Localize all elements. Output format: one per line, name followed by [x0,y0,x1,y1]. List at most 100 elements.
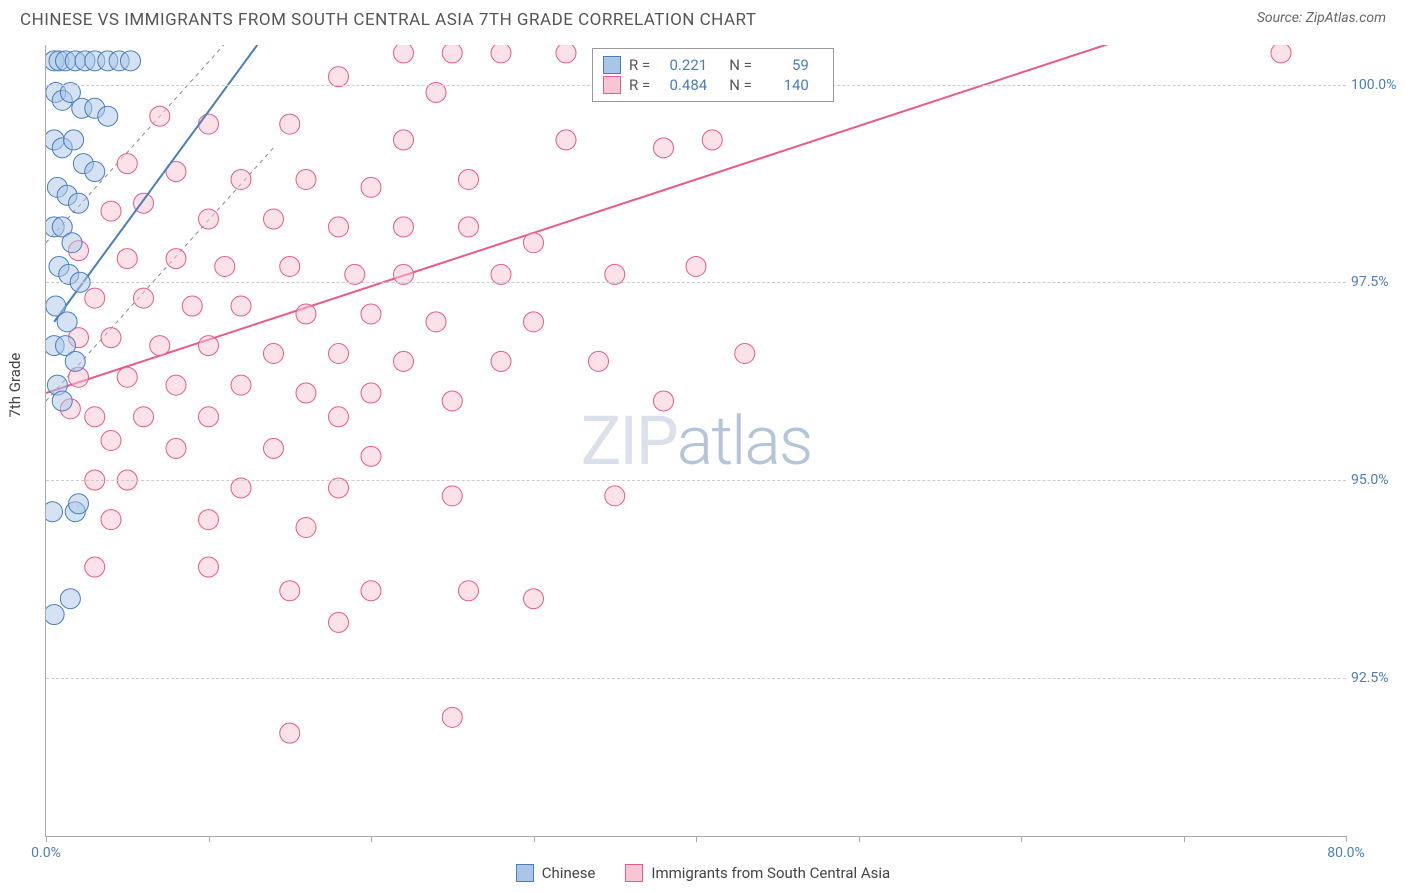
source-label: Source: [1257,10,1302,26]
data-point [459,217,479,237]
n-value-0: 59 [764,56,809,74]
data-point [735,343,755,363]
x-tick [696,836,697,842]
x-tick [1021,836,1022,842]
gridline [46,282,1346,283]
data-point [491,351,511,371]
r-value-0: 0.221 [662,56,707,74]
x-tick [209,836,210,842]
data-point [264,209,284,229]
data-point [280,581,300,601]
x-tick [859,836,860,842]
data-point [117,367,137,387]
x-tick [371,836,372,842]
bottom-legend-sca: Immigrants from South Central Asia [625,864,890,882]
r-label-1: R = [629,76,650,94]
data-point [182,296,202,316]
data-point [65,351,85,371]
data-point [394,351,414,371]
data-point [361,446,381,466]
bottom-label-chinese: Chinese [542,864,596,882]
data-point [654,391,674,411]
data-point [329,612,349,632]
y-tick-label: 92.5% [1351,670,1401,686]
data-point [442,707,462,727]
data-point [329,217,349,237]
data-point [52,391,72,411]
data-point [329,407,349,427]
data-point [166,438,186,458]
data-point [199,114,219,134]
data-point [117,154,137,174]
data-point [264,438,284,458]
bottom-legend-chinese: Chinese [516,864,596,882]
x-tick-label: 80.0% [1327,845,1365,861]
data-point [459,169,479,189]
data-point [296,304,316,324]
data-point [85,557,105,577]
data-point [121,51,141,71]
data-point [199,336,219,356]
data-point [524,233,544,253]
data-point [280,114,300,134]
data-point [686,256,706,276]
data-point [134,407,154,427]
swatch-chinese [603,56,621,74]
data-point [702,130,722,150]
chart-title: CHINESE VS IMMIGRANTS FROM SOUTH CENTRAL… [20,10,757,30]
y-axis-title: 7th Grade [6,353,24,418]
data-point [394,217,414,237]
data-point [1271,45,1291,63]
data-point [199,407,219,427]
data-point [166,249,186,269]
data-point [296,383,316,403]
stats-row-sca: R = 0.484 N = 140 [603,76,823,94]
y-tick-label: 97.5% [1351,274,1401,290]
chart-container: 7th Grade ZIPatlas R = 0.221 N = 59 R = … [45,45,1346,837]
data-point [57,312,77,332]
data-point [280,723,300,743]
data-point [654,138,674,158]
scatter-svg [46,45,1346,836]
data-point [361,383,381,403]
data-point [199,557,219,577]
n-label-0: N = [729,56,752,74]
data-point [394,45,414,63]
swatch-sca [603,76,621,94]
data-point [361,177,381,197]
data-point [296,518,316,538]
r-value-1: 0.484 [662,76,707,94]
data-point [361,581,381,601]
chart-header: CHINESE VS IMMIGRANTS FROM SOUTH CENTRAL… [0,0,1406,35]
data-point [166,375,186,395]
data-point [231,169,251,189]
data-point [605,486,625,506]
data-point [46,605,64,625]
x-tick [534,836,535,842]
data-point [199,510,219,530]
data-point [64,130,84,150]
plot-area: ZIPatlas R = 0.221 N = 59 R = 0.484 N = … [45,45,1346,837]
source-name: ZipAtlas.com [1306,10,1386,26]
data-point [60,589,80,609]
bottom-swatch-chinese [516,864,534,882]
data-point [101,510,121,530]
stats-legend: R = 0.221 N = 59 R = 0.484 N = 140 [592,48,834,102]
data-point [280,256,300,276]
data-point [117,249,137,269]
bottom-swatch-sca [625,864,643,882]
x-tick [46,836,47,842]
chart-source: Source: ZipAtlas.com [1257,10,1386,26]
x-tick [1346,836,1347,842]
y-tick-label: 95.0% [1351,472,1401,488]
data-point [524,312,544,332]
data-point [85,288,105,308]
data-point [69,494,89,514]
data-point [134,288,154,308]
y-tick-label: 100.0% [1351,77,1401,93]
gridline [46,480,1346,481]
data-point [556,45,576,63]
data-point [442,486,462,506]
data-point [589,351,609,371]
x-tick-label: 0.0% [31,845,61,861]
